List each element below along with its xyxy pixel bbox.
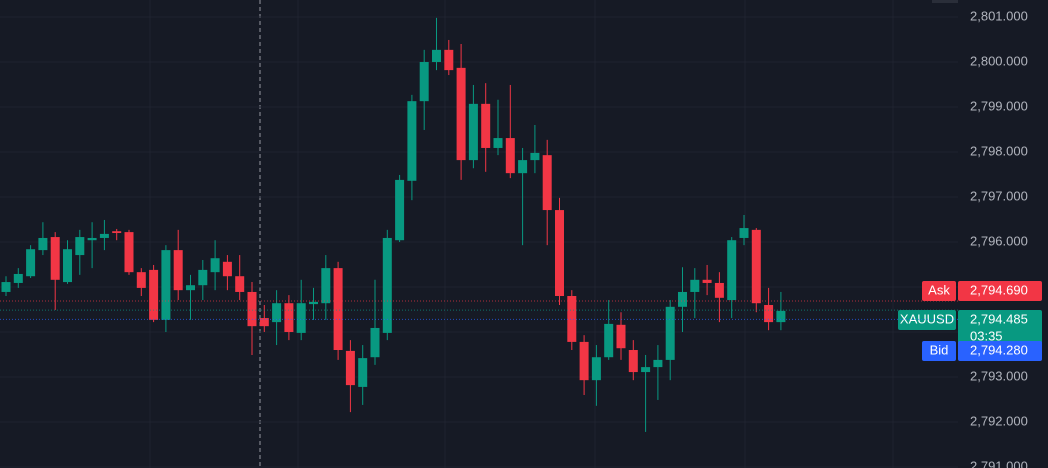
y-tick-label: 2,800.000 — [970, 53, 1028, 68]
candle-body — [456, 67, 466, 161]
marker-value-box — [958, 310, 1042, 346]
y-tick-label: 2,796.000 — [970, 233, 1028, 248]
marker-value: 2,794.690 — [970, 282, 1028, 297]
marker-name-box — [898, 310, 956, 330]
candle-body — [739, 228, 749, 238]
marker-value: 2,794.485 — [970, 311, 1028, 326]
candle-body — [555, 210, 564, 297]
candle-body — [1, 282, 11, 292]
candle-body — [505, 138, 515, 174]
candle-body — [444, 49, 454, 71]
candle-body — [272, 303, 282, 323]
candle-body — [222, 261, 232, 277]
candle-body — [198, 269, 208, 286]
candle-body — [75, 237, 85, 256]
y-tick-label: 2,797.000 — [970, 188, 1028, 203]
candle-body — [63, 249, 72, 283]
candle-body — [259, 318, 269, 327]
marker-name: Bid — [930, 342, 949, 357]
marker-value-box — [958, 341, 1042, 361]
candle-body — [87, 237, 97, 241]
marker-name-box — [922, 281, 956, 301]
candle-body — [616, 324, 626, 349]
candle-body — [628, 350, 638, 373]
candle-body — [579, 341, 589, 381]
candle-body — [641, 367, 651, 373]
candle-body — [776, 310, 786, 323]
candle-body — [751, 229, 761, 304]
toolbar-edge — [932, 0, 958, 3]
candle-body — [370, 327, 380, 358]
y-tick-label: 2,793.000 — [970, 368, 1028, 383]
candle-body — [542, 155, 552, 211]
candle-body — [186, 285, 195, 291]
candle-body — [714, 282, 724, 298]
candle-body — [309, 301, 318, 305]
candle-body — [161, 250, 171, 320]
marker-name-box — [922, 341, 956, 361]
y-tick-label: 2,792.000 — [970, 413, 1028, 428]
candle-body — [518, 160, 528, 174]
candle-body — [321, 268, 331, 304]
countdown: 03:35 — [970, 328, 1003, 343]
candle-body — [690, 279, 700, 292]
candle-body — [665, 306, 675, 360]
candle-body — [284, 303, 294, 333]
y-tick-label: 2,791.000 — [970, 458, 1028, 468]
candle-body — [112, 231, 122, 234]
candle-body — [653, 359, 663, 368]
candle-body — [149, 269, 159, 320]
candle-body — [382, 237, 392, 333]
candle-body — [591, 357, 601, 381]
candle-body — [481, 103, 491, 148]
candle-body — [210, 258, 220, 273]
y-tick-label: 2,801.000 — [970, 8, 1028, 23]
candle-body — [173, 250, 183, 291]
candle-body — [345, 350, 355, 386]
candle-body — [702, 279, 712, 283]
candle-body — [358, 358, 368, 387]
candle-body — [567, 296, 577, 342]
candle-body — [247, 291, 257, 327]
candle-body — [432, 49, 441, 63]
candle-body — [26, 249, 36, 277]
candle-body — [678, 291, 687, 307]
candle-body — [493, 138, 503, 148]
candle-body — [136, 272, 146, 288]
candle-body — [99, 233, 109, 238]
candle-body — [13, 273, 23, 283]
marker-value: 2,794.280 — [970, 342, 1028, 357]
marker-value-box — [958, 281, 1042, 301]
candle-body — [296, 303, 306, 333]
candle-body — [419, 62, 429, 102]
candle-body — [764, 305, 774, 323]
candle-body — [407, 101, 417, 181]
candle-body — [604, 323, 614, 358]
y-tick-label: 2,798.000 — [970, 143, 1028, 158]
candle-body — [50, 237, 60, 280]
candle-body — [38, 237, 48, 251]
candle-body — [468, 103, 478, 161]
candle-body — [333, 268, 343, 351]
candle-body — [124, 232, 134, 273]
y-tick-label: 2,799.000 — [970, 98, 1028, 113]
candle-body — [395, 179, 405, 241]
candle-body — [727, 240, 737, 301]
marker-name: Ask — [928, 282, 950, 297]
candle-body — [235, 276, 245, 292]
candle-body — [530, 152, 540, 161]
